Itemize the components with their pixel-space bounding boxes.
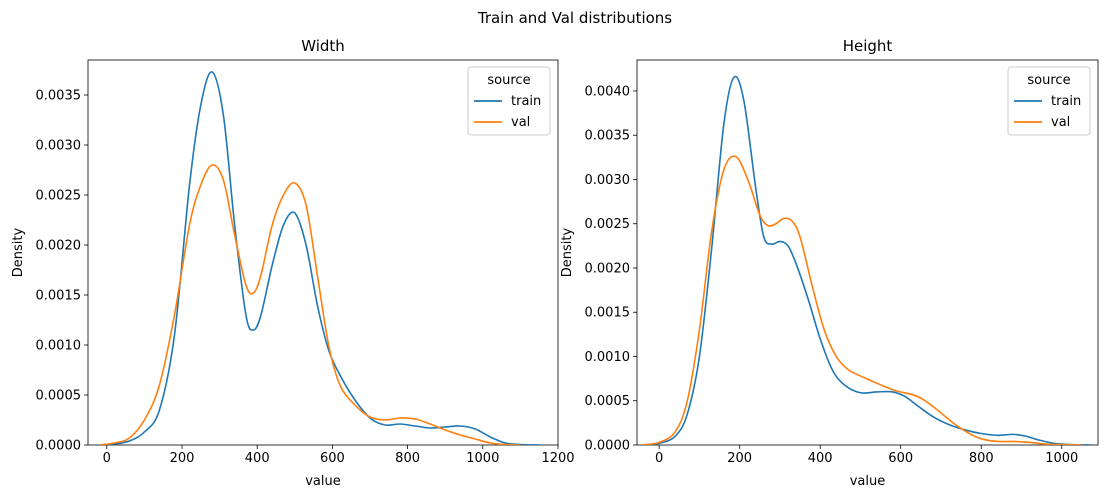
- height-x-tick-label: 600: [888, 451, 913, 466]
- width-legend-title: source: [487, 73, 530, 88]
- height-y-tick-label: 0.0035: [585, 129, 631, 144]
- height-y-tick-label: 0.0005: [585, 394, 631, 409]
- width-y-tick-label: 0.0025: [36, 189, 82, 204]
- height-y-axis-label: Density: [560, 227, 575, 277]
- width-x-axis-label: value: [305, 474, 341, 489]
- height-chart-title: Height: [843, 37, 893, 55]
- width-y-tick-label: 0.0030: [36, 139, 82, 154]
- width-y-tick-label: 0.0020: [36, 239, 82, 254]
- height-y-tick-label: 0.0020: [585, 261, 631, 276]
- width-x-tick-label: 1200: [541, 451, 574, 466]
- height-x-tick-label: 0: [655, 451, 663, 466]
- width-y-tick-label: 0.0015: [36, 289, 82, 304]
- width-legend-box: [467, 66, 551, 136]
- height-legend-label-train: train: [1051, 94, 1081, 109]
- width-panel: 0 200 400 600 800 1000 1200 0.0000 0.0005 0.0010 0…: [11, 37, 575, 489]
- width-y-tick-label: 0.0035: [36, 89, 82, 104]
- height-legend: source train val: [1007, 66, 1091, 136]
- height-axes-frame: [636, 59, 1099, 446]
- width-y-tick-label: 0.0005: [36, 389, 82, 404]
- height-x-tick-label: 400: [808, 451, 833, 466]
- height-y-tick-label: 0.0000: [585, 439, 631, 454]
- height-x-tick-label: 200: [727, 451, 752, 466]
- width-chart-title: Width: [301, 37, 345, 55]
- height-y-tick-label: 0.0015: [585, 306, 631, 321]
- width-x-tick-label: 800: [395, 451, 420, 466]
- width-x-tick-label: 600: [320, 451, 345, 466]
- width-x-tick-label: 400: [245, 451, 270, 466]
- height-x-tick-label: 800: [969, 451, 994, 466]
- width-x-tick-label: 1000: [466, 451, 499, 466]
- width-x-tick-label: 200: [170, 451, 195, 466]
- width-val-line: [99, 164, 521, 445]
- height-panel: 0 200 400 600 800 1000 0.0000 0.0005 0.0010 0.001…: [560, 37, 1099, 489]
- width-axes-frame: [87, 59, 559, 446]
- height-x-axis-label: value: [850, 474, 886, 489]
- height-legend-label-val: val: [1051, 115, 1070, 130]
- width-legend-label-train: train: [511, 94, 541, 109]
- width-y-tick-label: 0.0000: [36, 439, 82, 454]
- height-y-tick-label: 0.0010: [585, 350, 631, 365]
- height-y-tick-label: 0.0040: [585, 84, 631, 99]
- height-legend-title: source: [1027, 73, 1070, 88]
- height-legend-box: [1007, 66, 1091, 136]
- width-y-axis-label: Density: [11, 227, 26, 277]
- figure-title: Train and Val distributions: [477, 9, 672, 27]
- width-legend-label-val: val: [511, 115, 530, 130]
- width-x-tick-label: 0: [103, 451, 111, 466]
- height-y-tick-label: 0.0025: [585, 217, 631, 232]
- height-x-tick-label: 1000: [1045, 451, 1078, 466]
- width-legend: source train val: [467, 66, 551, 136]
- width-y-tick-label: 0.0010: [36, 339, 82, 354]
- height-y-tick-label: 0.0030: [585, 173, 631, 188]
- height-val-line: [640, 155, 1082, 445]
